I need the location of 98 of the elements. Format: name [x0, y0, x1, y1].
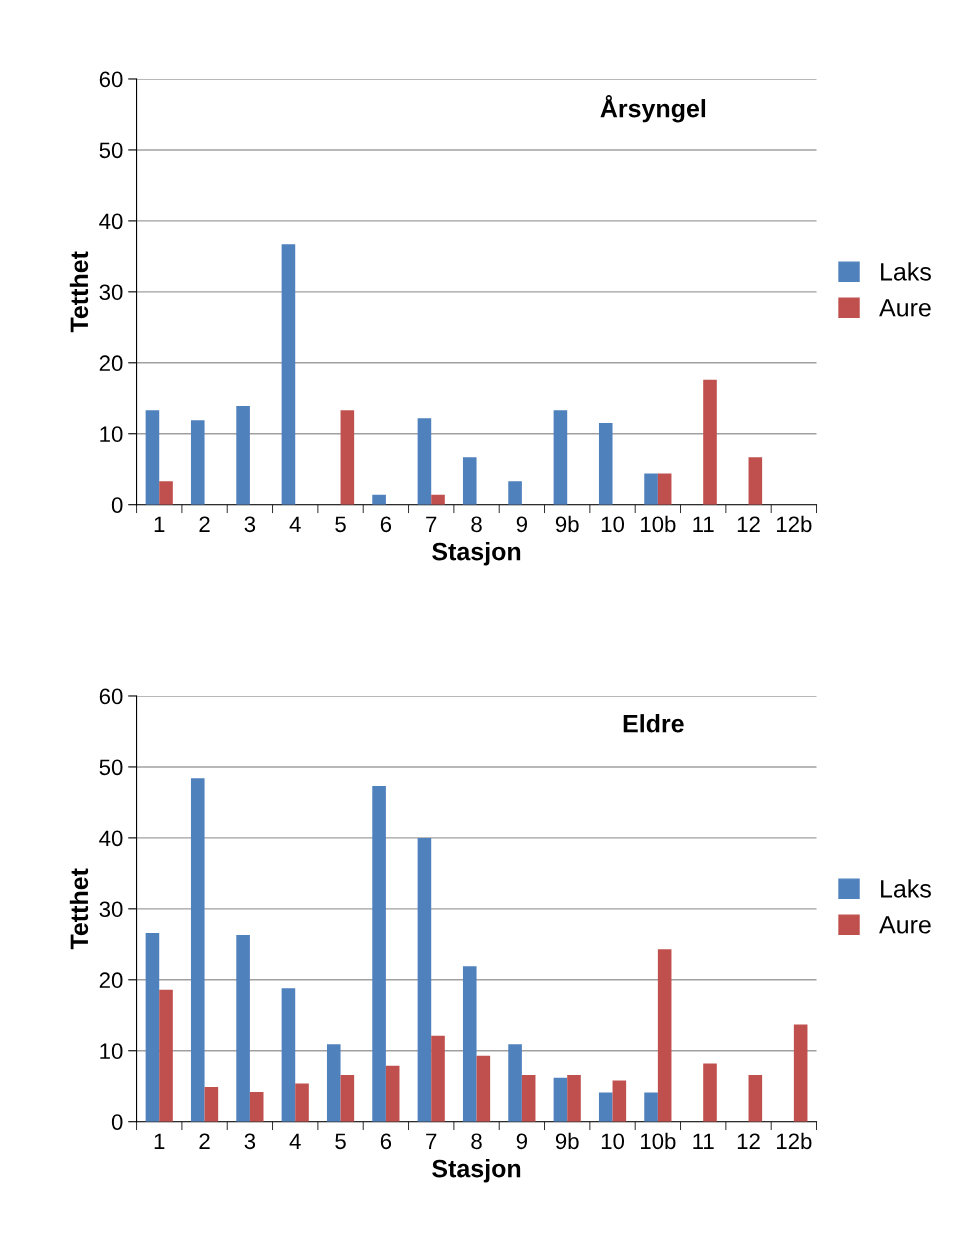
bar [159, 481, 173, 505]
text: Eldre [623, 714, 684, 733]
y-tick-label: 10 [100, 426, 123, 443]
y-tick-label: 50 [99, 759, 123, 776]
legend-label: Laks [881, 262, 931, 281]
text: Årsyngel [600, 95, 706, 123]
x-tick-label: 6 [380, 1133, 392, 1150]
x-tick-label: 3 [244, 1133, 256, 1150]
bar [295, 1083, 309, 1122]
bar [236, 935, 250, 1122]
x-tick-label: 12 [737, 516, 760, 532]
bar [657, 949, 672, 1122]
x-tick-label: 1 [154, 516, 165, 532]
bar [249, 1091, 264, 1122]
x-tick-label: 9b [555, 515, 579, 533]
bar [598, 423, 613, 505]
bar [462, 966, 477, 1122]
bar [340, 1074, 355, 1122]
bar [793, 1024, 808, 1122]
y-tick-label: 10 [100, 1043, 123, 1060]
x-tick-label: 1 [154, 1133, 165, 1149]
x-tick-label: 5 [335, 516, 346, 533]
x-tick-label: 10 [601, 516, 625, 533]
legend-label: Aure [879, 299, 931, 317]
x-tick-label: 5 [335, 1133, 346, 1150]
bar [462, 457, 477, 505]
x-tick-label: 12b [777, 1132, 812, 1150]
x-tick-label: 12 [737, 1133, 760, 1149]
bar [190, 778, 205, 1122]
x-tick-label: 10b [641, 1132, 676, 1150]
bar [159, 989, 173, 1122]
y-tick-label: 60 [99, 71, 123, 88]
x-tick-label: 4 [289, 1133, 301, 1149]
x-tick-label: 6 [380, 516, 392, 533]
bar [703, 379, 717, 505]
y-tick-label: 40 [99, 213, 123, 230]
bar [417, 837, 432, 1122]
x-tick-label: 7 [426, 516, 437, 532]
bar [553, 410, 568, 505]
x-tick-label: 10 [601, 1133, 625, 1150]
x-tick-label: 4 [289, 516, 301, 532]
x-tick-label: 9b [555, 1132, 579, 1150]
bar [508, 1044, 522, 1122]
x-tick-label: 11 [693, 1133, 714, 1149]
bar [281, 988, 296, 1122]
y-tick-label: 20 [99, 355, 123, 372]
x-tick-label: 3 [244, 516, 256, 533]
y-tick-label: 0 [111, 497, 123, 513]
bar [145, 932, 160, 1122]
bar [567, 1074, 581, 1122]
bar [431, 494, 445, 505]
bar [372, 494, 386, 505]
bar [657, 473, 672, 505]
x-tick-label: 10b [641, 515, 676, 533]
x-axis-title: Stasjon [432, 542, 521, 566]
bar [644, 1092, 658, 1122]
y-tick-label: 60 [99, 688, 123, 705]
bar [703, 1063, 717, 1122]
bar [340, 410, 355, 505]
bar [508, 481, 522, 505]
x-tick-label: 2 [199, 516, 210, 532]
bar [598, 1092, 613, 1122]
bar [204, 1086, 219, 1122]
y-tick-label: 20 [99, 972, 123, 989]
bar [372, 786, 386, 1122]
bar [476, 1055, 491, 1122]
x-tick-label: 9 [516, 1133, 527, 1150]
x-tick-label: 8 [471, 1133, 482, 1150]
x-tick-label: 12b [777, 515, 812, 533]
y-tick-label: 40 [99, 830, 123, 847]
bar [190, 420, 205, 505]
x-tick-label: 2 [199, 1133, 210, 1149]
bar [748, 457, 763, 505]
x-tick-label: 11 [693, 516, 714, 532]
x-axis-title: Stasjon [432, 1159, 521, 1183]
bar [145, 410, 160, 505]
y-tick-label: 50 [99, 142, 123, 159]
bar [236, 406, 250, 505]
y-axis-title: Tetthet [69, 868, 89, 950]
bar [644, 473, 658, 505]
bar [281, 244, 296, 505]
bar [326, 1044, 341, 1122]
legend-label: Aure [879, 916, 931, 934]
y-tick-label: 30 [99, 901, 123, 918]
bar [612, 1080, 627, 1122]
bar [385, 1065, 400, 1122]
y-axis-title: Tetthet [69, 251, 89, 333]
bar [553, 1077, 568, 1122]
bar [748, 1074, 763, 1122]
x-tick-label: 7 [426, 1133, 437, 1149]
bar [417, 418, 432, 505]
y-tick-label: 30 [99, 284, 123, 301]
bar [521, 1074, 536, 1122]
legend-label: Laks [881, 879, 931, 898]
x-tick-label: 8 [471, 516, 482, 533]
y-tick-label: 0 [111, 1114, 123, 1130]
x-tick-label: 9 [516, 516, 527, 533]
bar [431, 1035, 445, 1122]
